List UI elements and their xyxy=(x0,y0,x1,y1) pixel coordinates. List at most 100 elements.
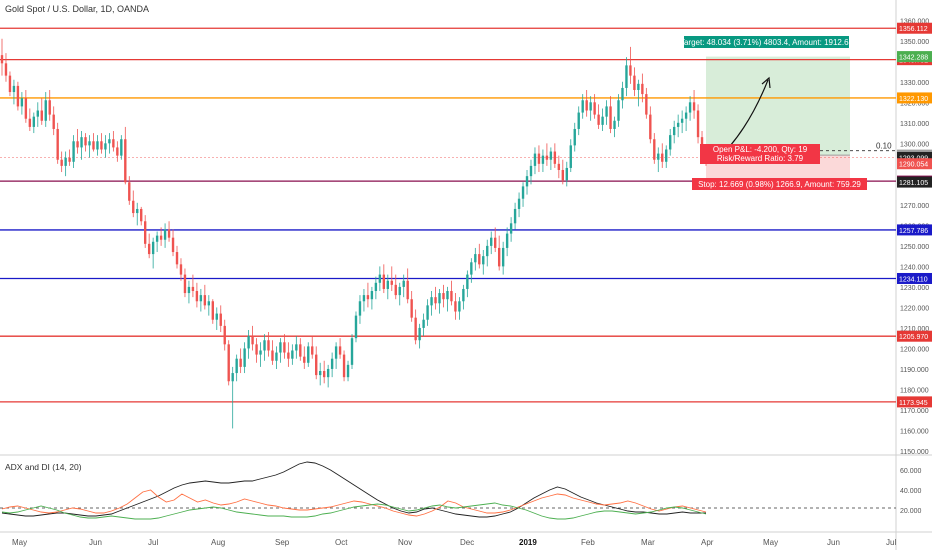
candle-body xyxy=(629,65,632,76)
candle-body xyxy=(20,98,24,107)
level-price-tag: 1205.970 xyxy=(899,334,928,341)
candle-body xyxy=(151,241,155,255)
y-tick-label: 1360.000 xyxy=(900,18,929,25)
candle-body xyxy=(64,157,67,166)
candle-body xyxy=(390,280,393,285)
candle-body xyxy=(490,237,493,246)
candle-body xyxy=(68,157,71,162)
candle-body xyxy=(195,291,199,302)
candle-body xyxy=(549,151,553,160)
indicator-series-adx xyxy=(1,461,706,518)
indicator-tick-label: 20.000 xyxy=(900,508,922,515)
candle-body xyxy=(577,112,580,129)
candle-body xyxy=(36,110,39,117)
candle-body xyxy=(88,141,91,146)
target-label-box xyxy=(684,36,849,48)
candle-body xyxy=(32,116,36,127)
candle-body xyxy=(505,233,509,248)
candle-body xyxy=(92,141,95,150)
candle-body xyxy=(299,344,302,357)
candle-body xyxy=(311,346,314,355)
candle-body xyxy=(688,102,692,113)
candle-body xyxy=(585,100,588,111)
target-label: Target: 48.034 (3.71%) 4803.4, Amount: 1… xyxy=(680,38,854,47)
y-tick-label: 1200.000 xyxy=(900,346,929,353)
candle-body xyxy=(625,65,628,88)
candle-body xyxy=(108,139,111,144)
y-tick-label: 1190.000 xyxy=(900,367,929,374)
candle-body xyxy=(255,344,258,355)
candle-body xyxy=(649,114,652,140)
candle-body xyxy=(175,252,179,265)
y-tick-label: 1230.000 xyxy=(900,285,929,292)
candle-body xyxy=(537,153,541,164)
candle-body xyxy=(637,83,640,90)
candle-body xyxy=(136,208,139,214)
price-tag: 1290.054 xyxy=(899,162,928,169)
candle-body xyxy=(120,139,123,156)
candle-body xyxy=(155,235,159,242)
candle-body xyxy=(517,198,521,209)
candle-body xyxy=(223,325,226,345)
candle-body xyxy=(426,305,429,320)
candle-body xyxy=(307,346,310,363)
level-price-tag: 1356.112 xyxy=(899,26,928,33)
candle-body xyxy=(553,151,557,164)
price-tag: 1281.105 xyxy=(899,180,928,187)
x-tick-label: Jul xyxy=(148,538,158,547)
candle-body xyxy=(28,118,32,127)
candle-body xyxy=(219,313,222,326)
y-tick-label: 1300.000 xyxy=(900,141,929,148)
candle-body xyxy=(497,247,501,267)
candle-body xyxy=(207,301,211,306)
x-tick-label: Aug xyxy=(211,538,225,547)
chart-title: Gold Spot / U.S. Dollar, 1D, OANDA xyxy=(5,4,150,14)
projection-arrow-head xyxy=(761,76,771,89)
indicator-series-di xyxy=(1,502,707,520)
candle-body xyxy=(442,293,445,300)
candle-body xyxy=(183,274,187,294)
candle-body xyxy=(72,141,75,162)
y-tick-label: 1180.000 xyxy=(900,387,929,394)
candle-body xyxy=(167,229,171,238)
projection-arrow xyxy=(729,79,769,147)
y-tick-label: 1160.000 xyxy=(900,428,929,435)
pnl-box xyxy=(700,144,820,164)
price-tag-box xyxy=(897,151,932,163)
candle-body xyxy=(211,301,214,320)
candle-body xyxy=(283,342,286,353)
stop-label: Stop: 12.669 (0.98%) 1266.9, Amount: 759… xyxy=(698,180,861,189)
candle-body xyxy=(80,137,83,148)
candle-body xyxy=(12,85,16,93)
candle-body xyxy=(338,346,342,355)
candle-body xyxy=(52,114,55,129)
candle-body xyxy=(454,301,457,312)
candle-body xyxy=(669,135,672,150)
x-tick-label: Sep xyxy=(275,538,290,547)
candle-body xyxy=(418,327,421,341)
candle-body xyxy=(330,358,334,369)
candle-body xyxy=(303,356,306,363)
x-tick-label: May xyxy=(12,538,27,547)
candle-body xyxy=(56,128,59,160)
candle-body xyxy=(44,100,47,121)
candle-body xyxy=(358,301,362,316)
candle-body xyxy=(4,63,8,76)
indicator-series-di xyxy=(1,489,707,517)
candle-body xyxy=(382,274,386,289)
candle-body xyxy=(171,237,175,253)
x-tick-label: May xyxy=(763,538,778,547)
candle-body xyxy=(609,106,612,129)
x-tick-label: Jun xyxy=(827,538,840,547)
candle-body xyxy=(191,286,195,292)
candle-body xyxy=(525,176,529,187)
candle-body xyxy=(557,163,561,170)
candle-body xyxy=(482,256,485,265)
candle-body xyxy=(617,100,620,121)
pnl-label: Open P&L: -4.200, Qty: 19 xyxy=(713,145,808,154)
candle-body xyxy=(239,358,242,367)
x-tick-label: Feb xyxy=(581,538,595,547)
fib-label: 0.10 xyxy=(876,142,892,151)
stop-label-box xyxy=(692,178,867,190)
level-price-tag-box xyxy=(897,396,932,408)
